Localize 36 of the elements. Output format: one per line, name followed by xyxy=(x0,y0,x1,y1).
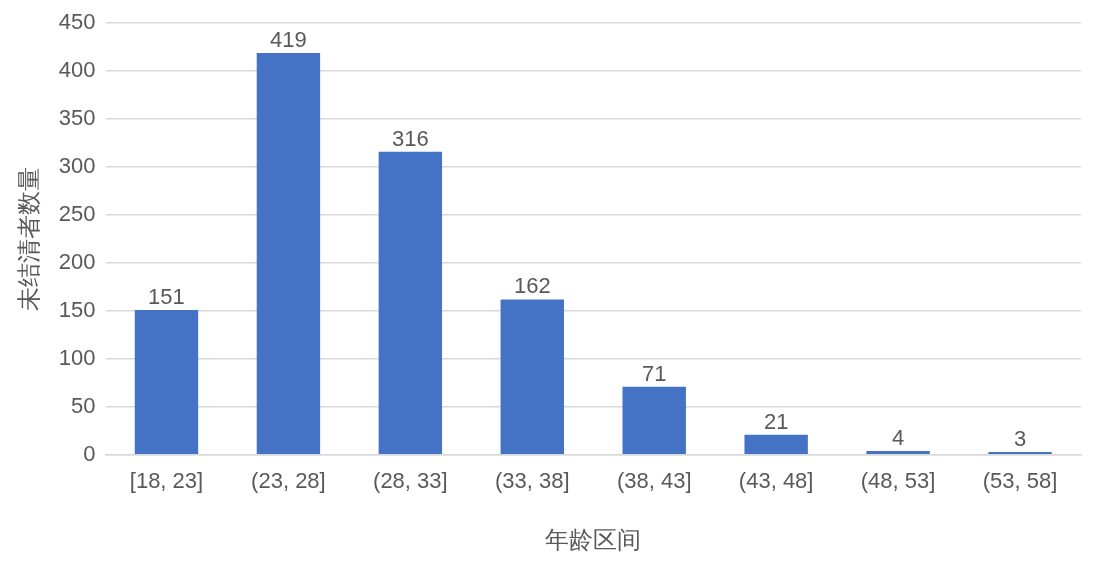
x-tick-label: (33, 38] xyxy=(494,468,570,494)
data-label: 316 xyxy=(391,125,429,151)
x-tick-label: (43, 48] xyxy=(738,468,814,494)
y-tick-label: 450 xyxy=(58,9,96,35)
y-tick-label: 100 xyxy=(58,344,96,370)
bar xyxy=(988,451,1052,455)
bar xyxy=(378,151,443,455)
bar xyxy=(500,299,564,455)
x-tick-label: (53, 58] xyxy=(982,468,1058,494)
bar xyxy=(134,309,199,455)
y-axis-title: 未结清者数量 xyxy=(15,167,43,311)
x-tick-label: (28, 33] xyxy=(373,468,448,494)
data-label: 71 xyxy=(641,360,667,386)
data-label: 151 xyxy=(148,284,185,310)
y-tick-label: 50 xyxy=(71,392,96,418)
y-tick-label: 300 xyxy=(58,153,96,179)
x-tick-label: (23, 28] xyxy=(251,468,326,494)
x-tick-label: (38, 43] xyxy=(616,468,692,494)
y-tick-label: 350 xyxy=(58,105,96,131)
data-label: 419 xyxy=(270,26,307,52)
x-tick-label: [18, 23] xyxy=(129,468,204,494)
y-tick-label: 0 xyxy=(83,440,96,466)
y-tick-label: 250 xyxy=(58,201,96,227)
x-tick-label: (48, 53] xyxy=(860,468,936,494)
bar xyxy=(256,52,321,455)
bar xyxy=(622,386,686,455)
y-tick-label: 400 xyxy=(58,57,96,83)
bar xyxy=(744,434,808,455)
data-label: 21 xyxy=(763,408,789,434)
x-axis-title: 年龄区间 xyxy=(545,526,642,554)
bar xyxy=(866,450,930,455)
y-tick-label: 200 xyxy=(58,249,96,275)
data-label: 4 xyxy=(891,425,905,451)
y-tick-label: 150 xyxy=(58,297,96,322)
data-label: 162 xyxy=(513,273,551,299)
data-label: 3 xyxy=(1013,425,1027,451)
